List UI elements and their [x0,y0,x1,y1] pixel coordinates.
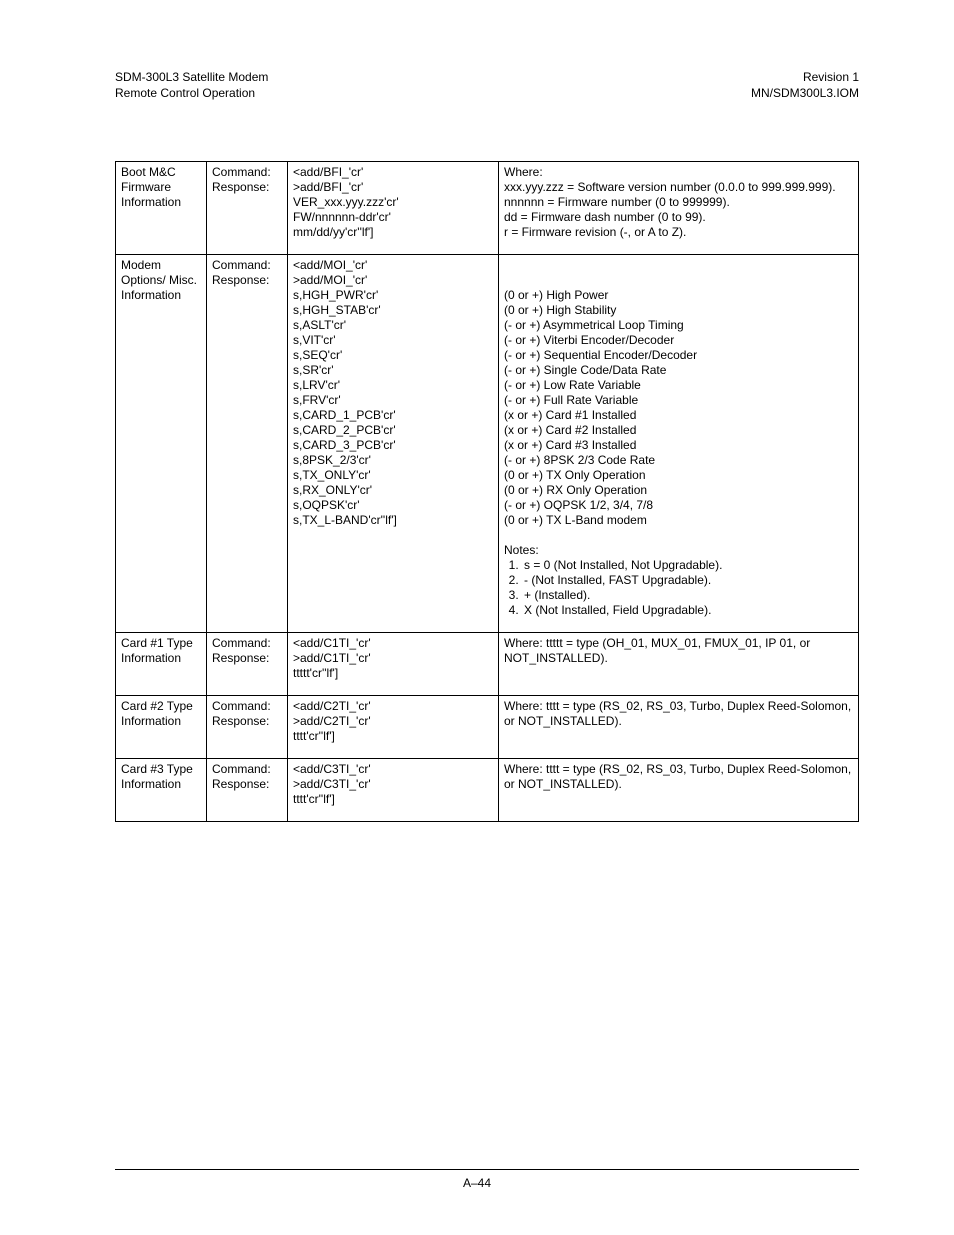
page-number: A–44 [463,1176,491,1190]
command-table: Boot M&C Firmware Information Command: R… [115,161,859,822]
cell-syntax: <add/C3TI_'cr' >add/C3TI_'cr' tttt'cr''l… [288,759,499,822]
table-row: Boot M&C Firmware Information Command: R… [116,162,859,255]
notes-heading: Notes: [504,543,853,558]
desc-intro: Where: [504,165,853,180]
header-left-line1: SDM-300L3 Satellite Modem [115,70,268,84]
cell-desc: (0 or +) High Power (0 or +) High Stabil… [499,255,859,633]
notes-list: s = 0 (Not Installed, Not Upgradable). -… [522,558,853,618]
header-right-line2: MN/SDM300L3.IOM [751,86,859,100]
cell-title: Boot M&C Firmware Information [116,162,207,255]
cell-syntax: <add/BFI_'cr' >add/BFI_'cr' VER_xxx.yyy.… [288,162,499,255]
note-item: s = 0 (Not Installed, Not Upgradable). [522,558,853,573]
cell-syntax: <add/MOI_'cr' >add/MOI_'cr' s,HGH_PWR'cr… [288,255,499,633]
page-header: SDM-300L3 Satellite Modem Remote Control … [115,70,859,101]
note-item: + (Installed). [522,588,853,603]
desc-lines: xxx.yyy.zzz = Software version number (0… [504,180,853,240]
header-left-line2: Remote Control Operation [115,86,255,100]
cell-title: Card #1 Type Information [116,633,207,696]
note-item: - (Not Installed, FAST Upgradable). [522,573,853,588]
footer-rule [115,1169,859,1170]
table-row: Card #2 Type Information Command: Respon… [116,696,859,759]
page-footer: A–44 [0,1169,954,1190]
cell-labels: Command: Response: [207,696,288,759]
header-right-line1: Revision 1 [803,70,859,84]
cell-title: Card #3 Type Information [116,759,207,822]
cell-desc: Where: ttttt = type (OH_01, MUX_01, FMUX… [499,633,859,696]
header-left: SDM-300L3 Satellite Modem Remote Control … [115,70,268,101]
header-right: Revision 1 MN/SDM300L3.IOM [751,70,859,101]
note-item: X (Not Installed, Field Upgradable). [522,603,853,618]
desc-lines: (0 or +) High Power (0 or +) High Stabil… [504,258,853,528]
cell-labels: Command: Response: [207,633,288,696]
cell-title: Modem Options/ Misc. Information [116,255,207,633]
cell-labels: Command: Response: [207,162,288,255]
table-row: Card #3 Type Information Command: Respon… [116,759,859,822]
table-row: Modem Options/ Misc. Information Command… [116,255,859,633]
cell-labels: Command: Response: [207,759,288,822]
cell-desc: Where: xxx.yyy.zzz = Software version nu… [499,162,859,255]
cell-desc: Where: tttt = type (RS_02, RS_03, Turbo,… [499,759,859,822]
cell-syntax: <add/C1TI_'cr' >add/C1TI_'cr' ttttt'cr''… [288,633,499,696]
table-row: Card #1 Type Information Command: Respon… [116,633,859,696]
page: SDM-300L3 Satellite Modem Remote Control … [0,0,954,822]
cell-title: Card #2 Type Information [116,696,207,759]
cell-labels: Command: Response: [207,255,288,633]
cell-desc: Where: tttt = type (RS_02, RS_03, Turbo,… [499,696,859,759]
cell-syntax: <add/C2TI_'cr' >add/C2TI_'cr' tttt'cr''l… [288,696,499,759]
